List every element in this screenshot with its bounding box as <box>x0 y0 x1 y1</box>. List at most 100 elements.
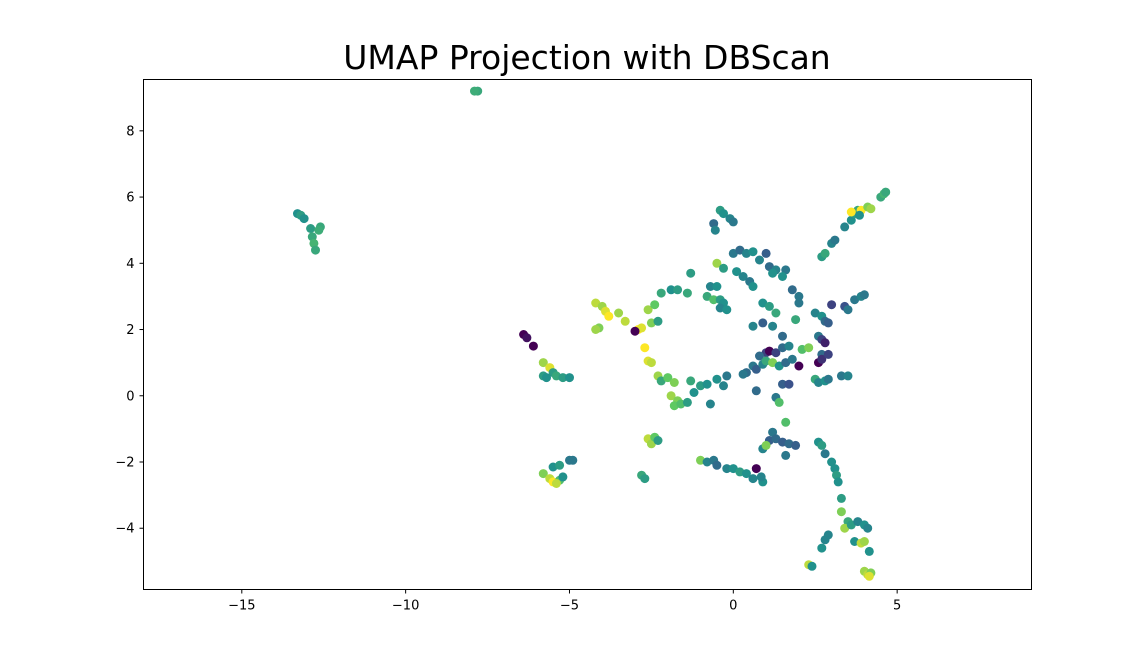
data-point <box>663 373 673 383</box>
data-point <box>299 214 309 224</box>
data-point <box>820 248 830 258</box>
data-point <box>836 507 846 517</box>
data-point <box>830 235 840 245</box>
data-point <box>741 469 751 479</box>
data-point <box>764 301 774 311</box>
data-point <box>823 349 833 359</box>
data-point <box>722 464 732 474</box>
data-point <box>836 371 846 381</box>
data-point <box>620 316 630 326</box>
data-point <box>807 561 817 571</box>
y-tick-label: 2 <box>126 323 134 338</box>
data-point <box>817 543 827 553</box>
data-point <box>784 341 794 351</box>
chart-title: UMAP Projection with DBScan <box>343 38 831 77</box>
data-point <box>864 571 874 581</box>
data-point <box>751 386 761 396</box>
y-tick-label: 4 <box>126 257 134 272</box>
data-point <box>311 245 320 255</box>
data-point <box>881 187 891 197</box>
data-point <box>761 248 771 258</box>
data-point <box>748 321 758 331</box>
data-point <box>820 535 830 545</box>
data-point <box>722 305 732 315</box>
data-point <box>542 373 551 383</box>
data-point <box>522 333 532 343</box>
data-point <box>755 351 764 361</box>
data-point <box>653 316 663 326</box>
data-point <box>804 343 814 353</box>
data-point <box>843 371 853 381</box>
data-point <box>791 440 801 450</box>
data-point <box>528 341 538 351</box>
data-point <box>705 399 715 409</box>
data-point <box>551 479 561 488</box>
data-point <box>840 222 850 232</box>
data-point <box>686 268 696 278</box>
data-point <box>712 374 722 384</box>
data-point <box>314 225 324 235</box>
data-point <box>794 361 804 371</box>
data-point <box>558 373 568 383</box>
data-point <box>719 381 728 391</box>
data-point <box>709 295 719 305</box>
data-point <box>738 369 748 379</box>
data-point <box>538 469 548 479</box>
data-point <box>794 291 804 301</box>
data-point <box>738 272 748 281</box>
data-point <box>863 523 873 533</box>
data-point <box>823 318 833 328</box>
data-point <box>833 477 843 487</box>
data-point <box>768 321 778 331</box>
data-point <box>719 209 728 219</box>
data-point <box>823 374 833 384</box>
data-point <box>751 464 761 474</box>
data-point <box>646 358 656 368</box>
y-tick-label: 0 <box>126 389 134 404</box>
data-point <box>866 204 876 214</box>
y-tick-label: −2 <box>115 456 134 471</box>
data-point <box>640 474 650 484</box>
data-point <box>630 326 640 336</box>
data-point <box>787 354 797 364</box>
data-point <box>794 298 804 308</box>
data-point <box>820 449 830 459</box>
data-point <box>555 460 565 470</box>
data-point <box>755 255 764 265</box>
data-point <box>673 285 683 295</box>
y-tick-label: 6 <box>126 191 134 206</box>
data-point <box>756 472 766 482</box>
y-tick-label: −4 <box>115 522 134 537</box>
data-point <box>781 417 791 427</box>
data-point <box>843 305 853 315</box>
data-point <box>817 440 827 450</box>
ticks-layer: −15 −10 −5 0 5 −4 −2 0 2 4 6 8 <box>115 124 901 613</box>
data-point <box>591 325 601 334</box>
data-point <box>538 358 548 368</box>
data-point <box>722 371 732 381</box>
data-point <box>817 354 827 364</box>
data-point <box>712 460 722 470</box>
data-point <box>758 318 768 328</box>
data-point <box>751 364 761 374</box>
data-point <box>859 290 869 300</box>
data-point <box>650 300 660 310</box>
data-point <box>846 207 856 217</box>
data-point <box>470 86 479 96</box>
data-point <box>669 378 679 387</box>
data-point <box>859 537 869 546</box>
data-point <box>728 217 738 227</box>
data-point <box>748 282 758 291</box>
data-point <box>604 311 614 321</box>
x-tick-label: −10 <box>392 599 419 614</box>
data-point <box>827 300 837 310</box>
data-point <box>778 379 787 389</box>
data-point <box>719 263 728 273</box>
x-tick-label: 0 <box>729 599 737 614</box>
data-point <box>787 285 797 295</box>
data-point <box>568 455 578 465</box>
data-point <box>784 379 794 389</box>
data-point <box>768 268 778 278</box>
data-point <box>640 343 650 353</box>
